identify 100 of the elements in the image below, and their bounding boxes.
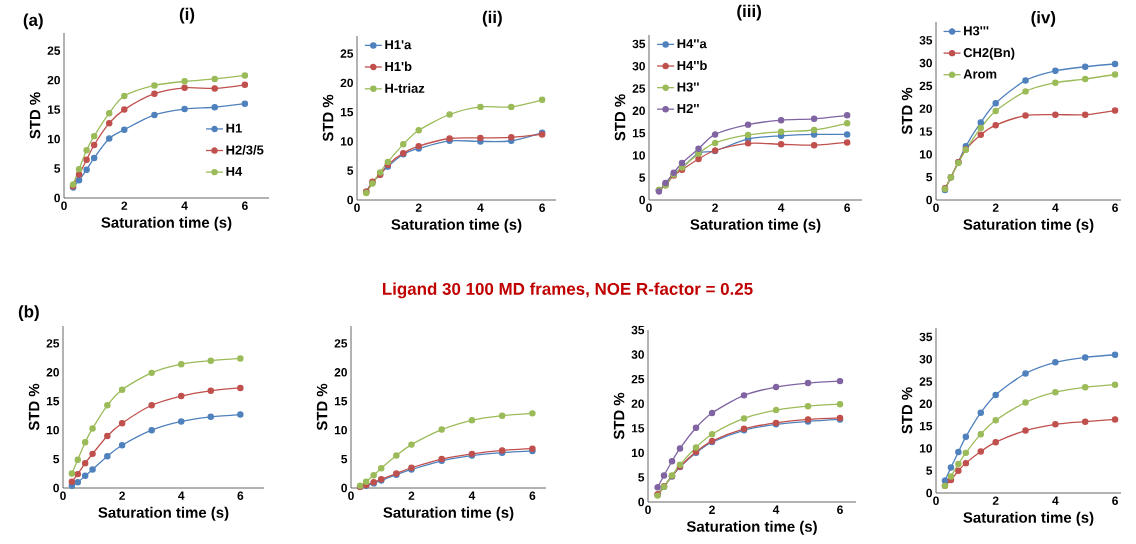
y-axis-title: STD % (901, 87, 913, 135)
y-tick-label: 20 (632, 106, 645, 116)
y-tick-label: 20 (919, 399, 932, 409)
y-axis-title: STD % (322, 94, 334, 142)
y-tick-label: 10 (340, 137, 353, 146)
y-tick-label: 10 (334, 425, 347, 435)
y-tick-label: 15 (919, 127, 933, 136)
y-tick-label: 20 (919, 104, 932, 113)
x-tick-label: 4 (1052, 203, 1059, 212)
y-axis-title: STD % (29, 92, 41, 139)
x-tick-label: 0 (933, 203, 939, 212)
y-tick-label: 15 (47, 105, 61, 114)
y-tick-label: 0 (341, 483, 347, 493)
x-tick-label: 6 (844, 203, 851, 212)
x-axis-title: Saturation time (s) (391, 218, 522, 233)
x-axis-title: Saturation time (s) (383, 506, 514, 521)
y-tick-label: 10 (919, 444, 932, 453)
chart-title: (iii) (737, 4, 761, 21)
y-tick-label: 20 (340, 78, 353, 88)
legend-label: H3''' (964, 26, 989, 36)
x-tick-label: 2 (121, 201, 128, 210)
x-tick-label: 2 (992, 203, 999, 212)
x-tick-label: 2 (709, 505, 715, 514)
x-tick-label: 6 (837, 505, 843, 514)
y-axis-title: STD % (901, 387, 913, 434)
y-tick-label: 5 (926, 466, 933, 475)
y-tick-label: 35 (919, 36, 933, 45)
x-tick-label: 6 (1112, 203, 1118, 212)
legend-label: H2'' (677, 103, 699, 113)
x-tick-label: 2 (408, 491, 415, 500)
legend-label: H2/3/5 (226, 145, 264, 155)
y-tick-label: 35 (631, 325, 645, 335)
y-tick-label: 5 (54, 164, 61, 173)
chart-title: (i) (179, 7, 195, 24)
x-tick-label: 0 (933, 496, 939, 505)
chart-title: (ii) (482, 10, 502, 27)
x-tick-label: 4 (777, 203, 785, 212)
x-tick-label: 2 (119, 491, 125, 500)
y-tick-label: 15 (632, 128, 646, 138)
y-tick-label: 5 (639, 173, 646, 182)
y-tick-label: 25 (46, 339, 60, 348)
y-tick-label: 35 (632, 39, 646, 49)
y-tick-label: 30 (919, 354, 932, 364)
x-axis-title: Saturation time (s) (963, 218, 1094, 233)
y-tick-label: 10 (919, 150, 932, 159)
y-tick-label: 5 (638, 473, 645, 482)
y-tick-label: 15 (46, 397, 60, 406)
text: Ligand 30 100 MD frames, NOE R-factor = 0.25 (382, 282, 753, 299)
y-axis-title: STD % (613, 392, 625, 440)
y-tick-label: 25 (340, 49, 354, 58)
x-tick-label: 4 (178, 491, 185, 500)
x-tick-label: 2 (712, 203, 718, 212)
y-tick-label: 25 (631, 374, 645, 384)
y-tick-label: 25 (919, 377, 933, 386)
x-tick-label: 4 (1052, 496, 1059, 505)
y-tick-label: 15 (919, 421, 933, 431)
y-tick-label: 0 (54, 193, 60, 203)
y-tick-label: 20 (47, 75, 60, 85)
legend-label: H4''a (677, 39, 707, 49)
x-tick-label: 6 (237, 491, 244, 500)
text: (b) (18, 305, 39, 321)
y-tick-label: 25 (334, 339, 348, 348)
y-tick-label: 10 (632, 151, 645, 160)
legend-label: H4''b (677, 60, 707, 71)
y-tick-label: 5 (347, 166, 354, 175)
y-tick-label: 30 (632, 61, 645, 71)
x-tick-label: 6 (242, 201, 248, 210)
y-tick-label: 25 (47, 46, 61, 55)
legend-label: H1 (226, 123, 242, 133)
x-tick-label: 0 (61, 201, 67, 210)
legend-label: H-triaz (385, 83, 425, 93)
legend-label: H1'a (385, 40, 412, 50)
y-tick-label: 30 (631, 350, 644, 359)
x-tick-label: 0 (354, 203, 360, 212)
y-tick-label: 15 (631, 424, 645, 433)
x-tick-label: 2 (992, 496, 999, 505)
y-tick-label: 5 (926, 173, 933, 182)
x-tick-label: 4 (468, 491, 476, 500)
x-tick-label: 4 (477, 203, 484, 212)
y-tick-label: 5 (53, 454, 60, 464)
y-tick-label: 5 (341, 454, 348, 464)
y-tick-label: 20 (334, 368, 347, 377)
y-tick-label: 20 (631, 399, 644, 408)
x-axis-title: Saturation time (s) (686, 520, 817, 535)
legend-label: Arom (963, 69, 997, 79)
x-axis-title: Saturation time (s) (101, 216, 232, 231)
y-axis-title: STD % (614, 94, 626, 141)
y-tick-label: 30 (919, 58, 932, 68)
y-tick-label: 10 (47, 134, 60, 144)
y-tick-label: 10 (631, 448, 644, 458)
y-tick-label: 15 (334, 397, 348, 406)
legend-label: CH2(Bn) (963, 47, 1015, 60)
legend-label: H3'' (677, 82, 699, 92)
y-tick-label: 25 (919, 81, 933, 91)
x-tick-label: 0 (646, 203, 652, 212)
x-tick-label: 2 (415, 203, 422, 212)
legend-label: H4 (226, 166, 243, 176)
x-tick-label: 6 (529, 491, 536, 500)
chart-title: (iv) (1031, 10, 1056, 27)
x-tick-label: 6 (1112, 496, 1118, 505)
